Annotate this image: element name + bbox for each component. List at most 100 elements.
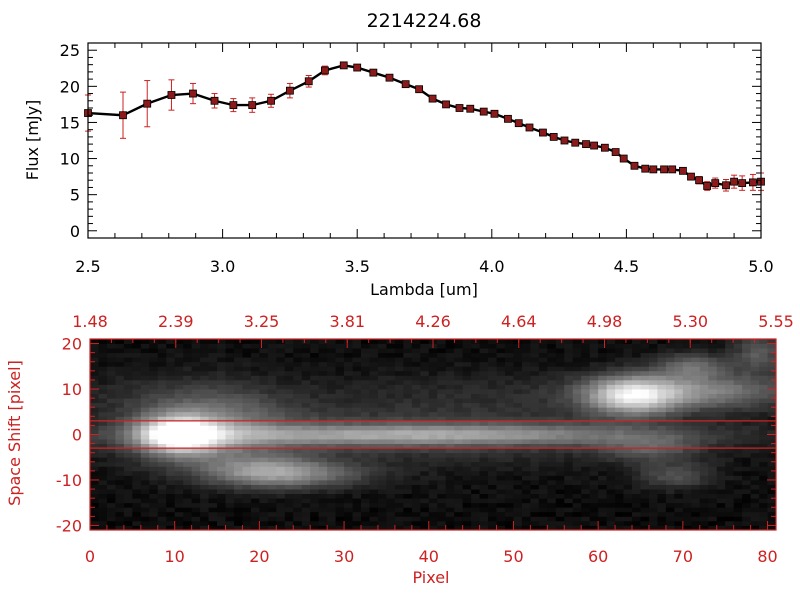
image-cell bbox=[471, 443, 480, 449]
image-cell bbox=[149, 425, 159, 431]
image-cell bbox=[123, 498, 133, 504]
image-cell bbox=[606, 489, 616, 495]
image-cell bbox=[445, 439, 455, 444]
image-cell bbox=[318, 384, 328, 390]
image-cell bbox=[538, 434, 548, 440]
image-cell bbox=[132, 352, 142, 358]
image-cell bbox=[183, 439, 193, 444]
image-cell bbox=[496, 466, 506, 472]
image-cell bbox=[123, 375, 133, 381]
image-cell bbox=[183, 457, 193, 463]
image-cell bbox=[174, 493, 184, 499]
image-cell bbox=[682, 475, 692, 481]
image-cell bbox=[496, 475, 506, 481]
image-cell bbox=[606, 429, 616, 435]
image-cell bbox=[344, 434, 353, 440]
image-cell bbox=[581, 452, 591, 458]
image-cell bbox=[750, 398, 760, 404]
image-cell bbox=[344, 339, 353, 344]
image-cell bbox=[445, 434, 455, 440]
image-cell bbox=[208, 357, 218, 363]
image-cell bbox=[386, 516, 396, 522]
image-cell bbox=[632, 429, 641, 435]
image-cell bbox=[538, 398, 548, 404]
image-cell bbox=[217, 461, 226, 467]
image-cell bbox=[581, 484, 591, 490]
image-cell bbox=[233, 457, 243, 463]
image-cell bbox=[640, 402, 650, 408]
image-cell bbox=[335, 429, 345, 435]
image-cell bbox=[428, 393, 438, 399]
image-cell bbox=[767, 407, 777, 413]
image-cell bbox=[123, 452, 133, 458]
image-cell bbox=[454, 429, 464, 435]
image-cell bbox=[157, 466, 167, 472]
image-cell bbox=[750, 498, 760, 504]
image-cell bbox=[200, 402, 209, 408]
image-cell bbox=[708, 470, 718, 476]
image-cell bbox=[759, 479, 768, 485]
image-cell bbox=[572, 352, 582, 358]
image-cell bbox=[538, 420, 548, 426]
image-cell bbox=[90, 507, 99, 513]
image-cell bbox=[708, 425, 718, 431]
image-cell bbox=[157, 516, 167, 522]
image-cell bbox=[250, 461, 260, 467]
image-cell bbox=[538, 457, 548, 463]
image-cell bbox=[657, 443, 667, 449]
image-cell bbox=[123, 429, 133, 435]
image-cell bbox=[276, 475, 286, 481]
image-cell bbox=[250, 502, 260, 508]
image-cell bbox=[598, 411, 608, 417]
image-cell bbox=[369, 348, 379, 354]
image-cell bbox=[132, 493, 142, 499]
image-cell bbox=[742, 470, 751, 476]
image-cell bbox=[513, 479, 523, 485]
image-cell bbox=[98, 484, 108, 490]
image-cell bbox=[521, 343, 531, 349]
image-cell bbox=[284, 466, 294, 472]
image-cell bbox=[521, 429, 531, 435]
image-cell bbox=[437, 443, 447, 449]
image-cell bbox=[149, 398, 159, 404]
image-cell bbox=[276, 525, 286, 531]
image-cell bbox=[598, 461, 608, 467]
image-cell bbox=[504, 507, 514, 513]
image-cell bbox=[361, 348, 370, 354]
image-cell bbox=[648, 389, 658, 394]
image-cell bbox=[623, 502, 633, 508]
image-cell bbox=[716, 507, 726, 513]
image-cell bbox=[301, 389, 311, 394]
image-cell bbox=[149, 402, 159, 408]
image-cell bbox=[157, 402, 167, 408]
image-cell bbox=[276, 470, 286, 476]
image-cell bbox=[361, 489, 370, 495]
data-point bbox=[668, 165, 677, 174]
image-cell bbox=[632, 525, 641, 531]
image-cell bbox=[581, 425, 591, 431]
image-cell bbox=[166, 516, 176, 522]
image-cell bbox=[301, 461, 311, 467]
image-cell bbox=[691, 498, 701, 504]
image-cell bbox=[767, 343, 777, 349]
image-cell bbox=[293, 466, 303, 472]
image-cell bbox=[98, 466, 108, 472]
image-cell bbox=[648, 407, 658, 413]
image-cell bbox=[335, 511, 345, 517]
image-cell bbox=[665, 525, 675, 531]
image-cell bbox=[276, 402, 286, 408]
image-cell bbox=[640, 484, 650, 490]
image-cell bbox=[547, 461, 557, 467]
image-cell bbox=[716, 525, 726, 531]
image-cell bbox=[208, 452, 218, 458]
image-cell bbox=[149, 411, 159, 417]
image-cell bbox=[691, 516, 701, 522]
image-cell bbox=[462, 439, 472, 444]
image-cell bbox=[157, 470, 167, 476]
image-cell bbox=[301, 429, 311, 435]
image-cell bbox=[530, 407, 540, 413]
image-cell bbox=[496, 520, 506, 526]
image-cell bbox=[267, 348, 277, 354]
image-cell bbox=[98, 384, 108, 390]
image-cell bbox=[504, 339, 514, 344]
